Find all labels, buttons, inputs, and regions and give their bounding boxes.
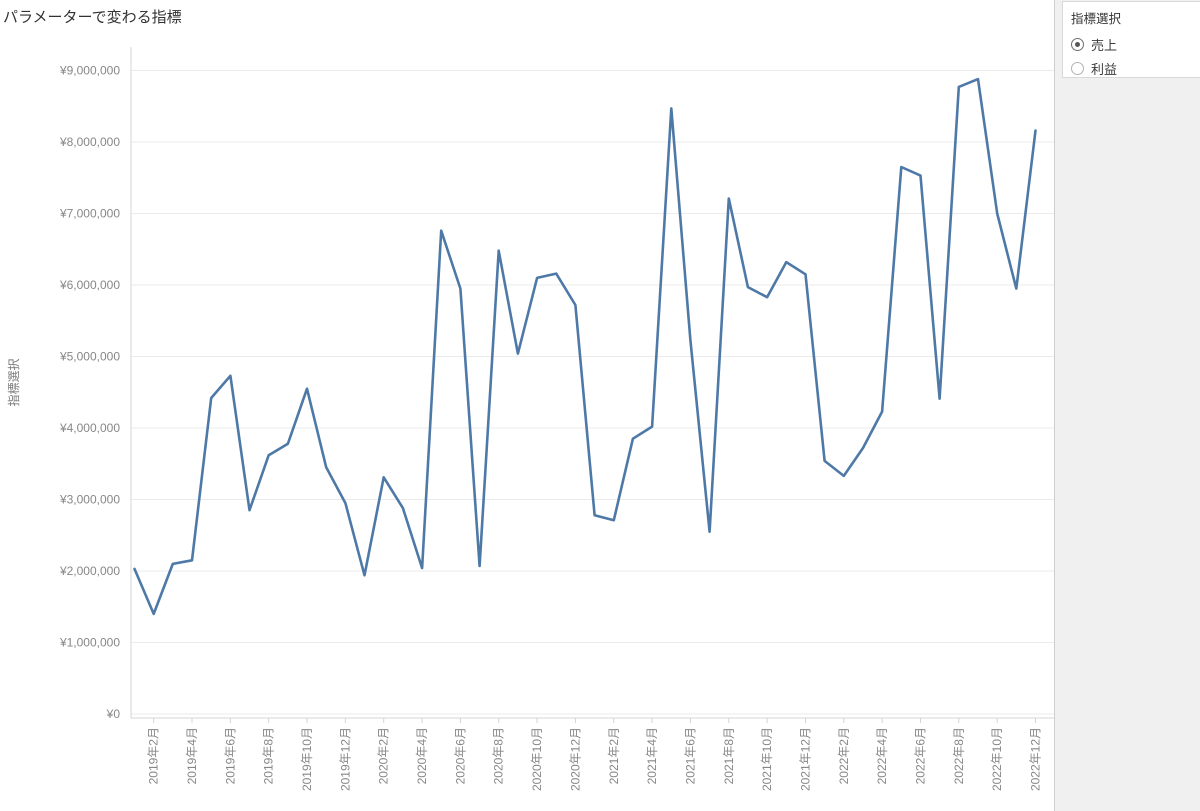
parameter-sidebar: 指標選択 売上利益 — [1054, 0, 1200, 811]
radio-selected-icon[interactable] — [1071, 38, 1084, 51]
parameter-radio-list: 売上 利益 — [1063, 35, 1200, 78]
y-tick-label: ¥9,000,000 — [59, 64, 120, 78]
x-tick-label: 2022年12月 — [1028, 727, 1042, 791]
x-tick-label: 2021年8月 — [722, 727, 736, 784]
sales-series-line[interactable] — [133, 77, 1037, 616]
x-tick-label: 2019年12月 — [338, 727, 352, 791]
y-tick-label: ¥4,000,000 — [59, 421, 120, 435]
y-axis-title: 指標選択 — [6, 358, 21, 406]
parameter-card: 指標選択 売上利益 — [1062, 1, 1200, 78]
y-tick-label: ¥3,000,000 — [59, 493, 120, 507]
y-tick-label: ¥8,000,000 — [59, 135, 120, 149]
parameter-option-label: 売上 — [1091, 38, 1118, 53]
x-tick-label: 2020年4月 — [415, 727, 429, 784]
x-tick-label: 2020年10月 — [530, 727, 544, 791]
x-tick-label: 2021年10月 — [760, 727, 774, 791]
x-axis-labels: 2019年2月 2019年4月 2019年6月 2019年8月 2019年10月 2019… — [147, 727, 1043, 791]
x-tick-label: 2020年12月 — [568, 727, 582, 791]
x-tick-label: 2020年6月 — [453, 727, 467, 784]
x-tick-label: 2021年6月 — [683, 727, 697, 784]
radio-unselected-icon[interactable] — [1071, 62, 1084, 75]
y-gridlines — [131, 70, 1054, 715]
y-tick-label: ¥1,000,000 — [59, 636, 120, 650]
x-axis-ticks — [153, 718, 1036, 723]
parameter-option-profit[interactable]: 利益 — [1071, 59, 1200, 78]
x-tick-label: 2021年4月 — [645, 727, 659, 784]
y-axis-labels: ¥0 ¥1,000,000 ¥2,000,000 ¥3,000,000 ¥4,000,0… — [59, 64, 120, 722]
x-tick-label: 2021年12月 — [798, 727, 812, 791]
parameter-option-label: 利益 — [1091, 62, 1118, 77]
x-tick-label: 2019年4月 — [185, 727, 199, 784]
page-title: パラメーターで変わる指標 — [3, 9, 182, 26]
x-tick-label: 2020年2月 — [377, 727, 391, 784]
x-tick-label: 2022年2月 — [837, 727, 851, 784]
y-tick-label: ¥6,000,000 — [59, 278, 120, 292]
x-tick-label: 2022年10月 — [990, 727, 1004, 791]
x-tick-label: 2019年8月 — [262, 727, 276, 784]
x-tick-label: 2021年2月 — [607, 727, 621, 784]
x-tick-label: 2022年8月 — [952, 727, 966, 784]
x-tick-label: 2022年6月 — [913, 727, 927, 784]
y-tick-label: ¥5,000,000 — [59, 350, 120, 364]
x-tick-label: 2019年6月 — [223, 727, 237, 784]
x-tick-label: 2019年2月 — [147, 727, 161, 784]
y-tick-label: ¥7,000,000 — [59, 207, 120, 221]
parameter-option-sales[interactable]: 売上 — [1071, 35, 1200, 54]
y-tick-label: ¥2,000,000 — [59, 564, 120, 578]
x-tick-label: 2019年10月 — [300, 727, 314, 791]
y-tick-label: ¥0 — [106, 707, 121, 721]
axis-lines — [130, 47, 1054, 719]
x-tick-label: 2022年4月 — [875, 727, 889, 784]
x-tick-label: 2020年8月 — [492, 727, 506, 784]
parameter-card-title: 指標選択 — [1071, 12, 1122, 26]
